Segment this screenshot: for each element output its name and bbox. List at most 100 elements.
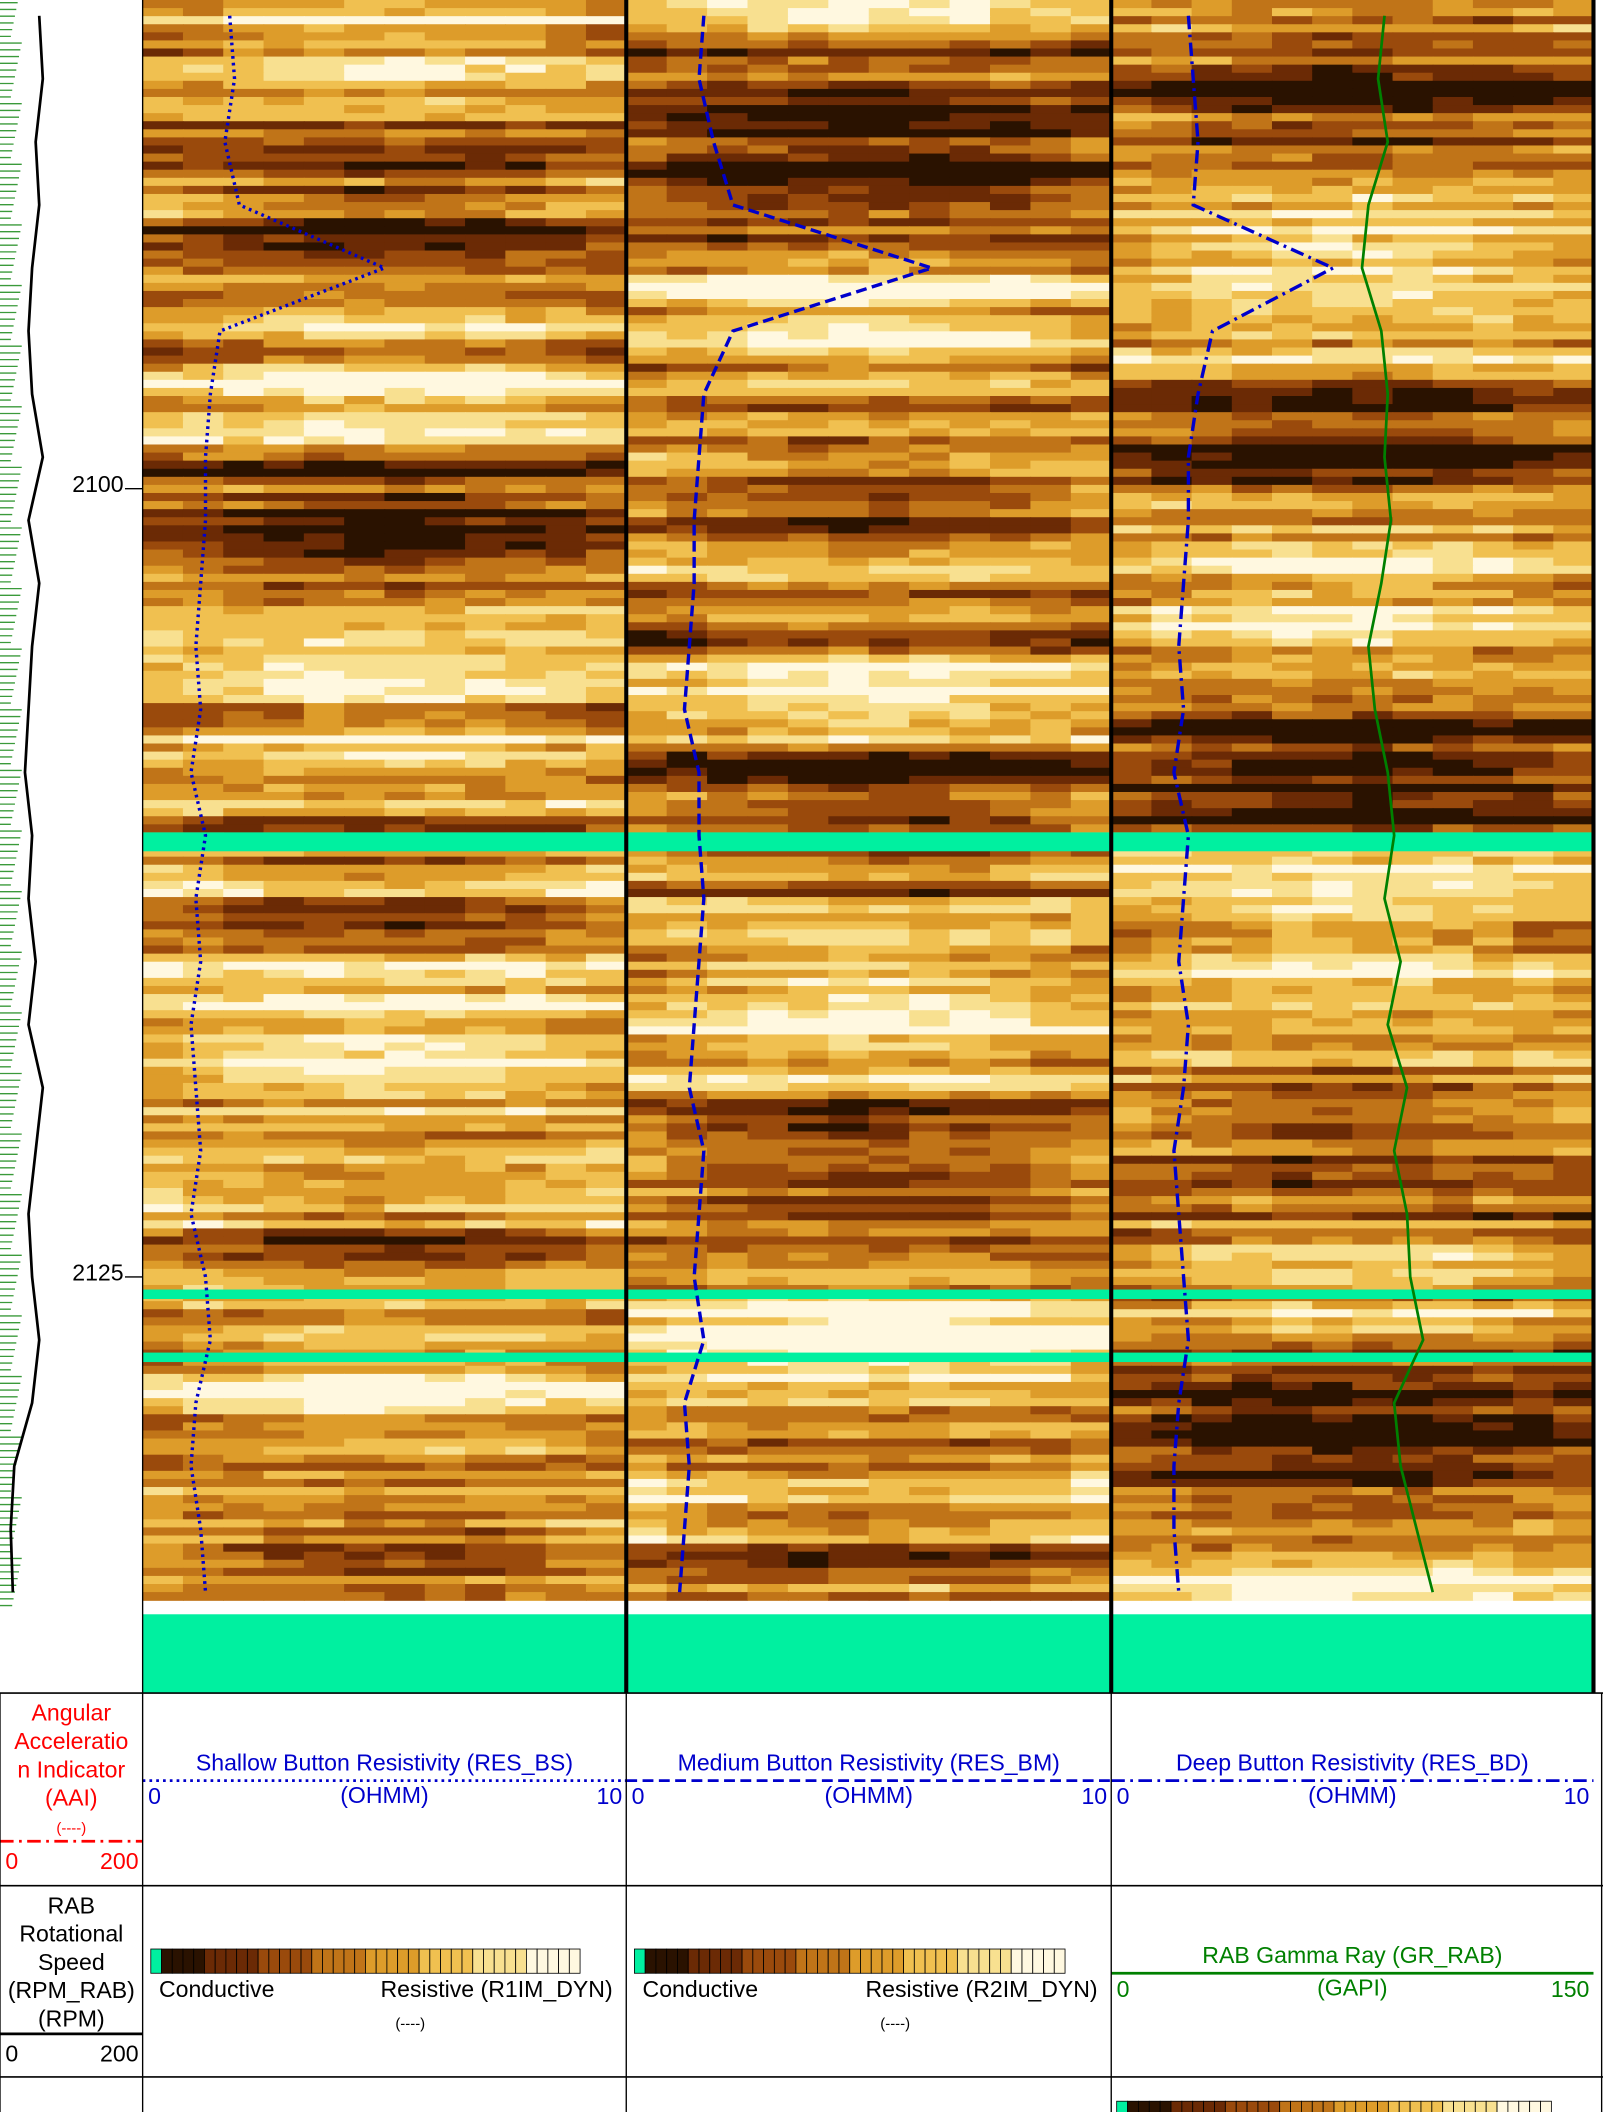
image-cell [505, 1462, 547, 1472]
image-cell [949, 24, 991, 33]
image-cell [303, 598, 345, 607]
image-cell [666, 1228, 708, 1238]
image-cell [142, 1147, 184, 1157]
image-cell [263, 1357, 305, 1367]
image-cell [263, 1495, 305, 1504]
image-cell [909, 339, 951, 349]
image-cell [1030, 1107, 1072, 1116]
image-cell [626, 541, 668, 551]
image-cell [424, 484, 466, 494]
image-cell [747, 589, 789, 599]
image-cell [263, 1042, 305, 1052]
image-cell [626, 1171, 668, 1181]
image-cell [384, 533, 426, 543]
image-cell [505, 549, 547, 559]
image-cell [868, 541, 910, 551]
image-cell [465, 1301, 507, 1310]
image-cell [1070, 824, 1112, 834]
image-cell [949, 929, 991, 939]
image-cell [1070, 848, 1112, 858]
image-cell [1111, 64, 1153, 74]
image-cell [1030, 848, 1072, 858]
image-cell [989, 557, 1032, 567]
image-cell [666, 1244, 708, 1254]
image-cell [303, 1373, 345, 1383]
image-cell [1352, 88, 1394, 98]
image-cell [505, 1074, 547, 1084]
image-cell [142, 541, 184, 551]
image-cell [263, 880, 305, 890]
image-cell [666, 1188, 708, 1197]
image-cell [384, 921, 426, 931]
image-cell [585, 678, 627, 688]
image-cell [505, 379, 547, 389]
image-cell [384, 1373, 426, 1383]
image-cell [1030, 1430, 1072, 1440]
image-cell [182, 1091, 224, 1100]
image-cell [949, 1066, 991, 1076]
image-cell [505, 1333, 547, 1343]
image-cell [1070, 96, 1112, 106]
image-cell [505, 662, 547, 672]
image-cell [424, 1317, 466, 1327]
image-cell [909, 1058, 951, 1068]
image-cell [263, 339, 305, 349]
image-cell [747, 929, 789, 939]
image-cell [585, 517, 627, 526]
image-cell [787, 250, 830, 260]
image-cell [505, 735, 547, 745]
image-cell [787, 541, 830, 551]
image-cell [142, 1220, 184, 1230]
image-texture [142, 0, 1595, 1601]
image-cell [465, 1066, 507, 1076]
image-cell [989, 1390, 1032, 1399]
image-cell [747, 436, 789, 446]
image-cell [505, 1559, 547, 1569]
image-cell [424, 1050, 466, 1060]
image-cell [585, 1543, 627, 1553]
image-cell [787, 1163, 830, 1173]
image-cell [787, 8, 830, 17]
image-cell [303, 654, 345, 664]
image-cell [182, 1115, 224, 1125]
image-cell [344, 32, 386, 42]
image-cell [868, 307, 910, 316]
image-cell [384, 541, 426, 551]
image-cell [1030, 1050, 1072, 1060]
image-cell [465, 678, 507, 688]
image-cell [142, 598, 184, 607]
image-cell [424, 945, 466, 955]
image-cell [1030, 1010, 1072, 1019]
image-cell [828, 897, 870, 906]
image-cell [424, 1414, 466, 1424]
image-cell [344, 711, 386, 720]
image-cell [787, 1414, 830, 1424]
image-cell [142, 444, 184, 454]
image-cell [424, 1567, 466, 1577]
image-cell [465, 371, 507, 381]
image-cell [223, 1592, 265, 1601]
image-cell [424, 153, 466, 163]
image-cell [626, 129, 668, 139]
image-cell [505, 670, 547, 680]
image-cell [263, 258, 305, 268]
image-cell [545, 1495, 587, 1504]
image-cell [424, 105, 466, 114]
image-cell [666, 1010, 708, 1019]
image-cell [747, 113, 789, 122]
image-cell [828, 347, 870, 357]
image-cell [1472, 8, 1514, 17]
image-cell [626, 533, 668, 543]
image-cell [585, 436, 627, 446]
image-cell [223, 727, 265, 737]
image-cell [303, 145, 345, 155]
image-cell [263, 767, 305, 777]
image-cell [1231, 8, 1273, 17]
image-cell [666, 96, 708, 106]
image-cell [868, 436, 910, 446]
image-cell [747, 355, 789, 365]
image-cell [1513, 16, 1554, 25]
image-cell [787, 468, 830, 478]
image-cell [505, 945, 547, 955]
image-cell [223, 703, 265, 712]
